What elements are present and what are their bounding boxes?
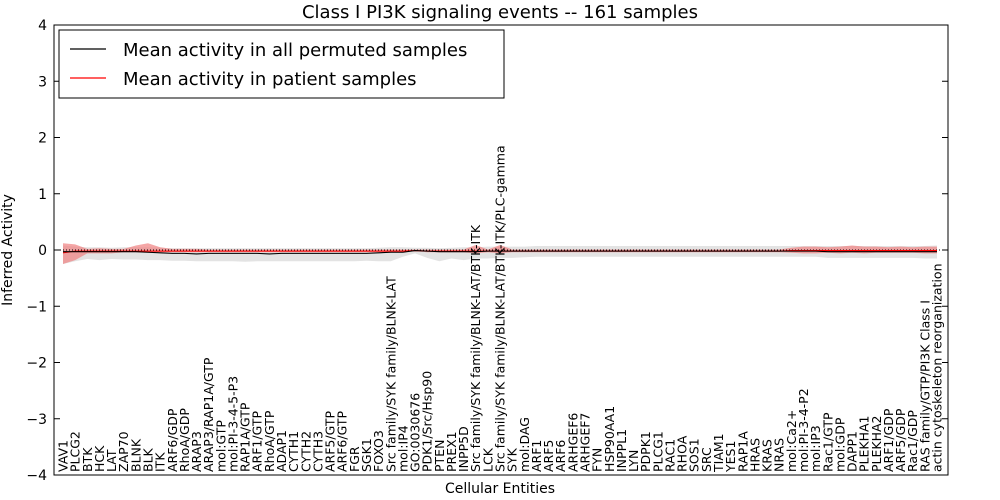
x-tick-label: ARF6 [553, 440, 568, 472]
x-tick-label: RAP1A [735, 431, 750, 472]
x-tick-label: ARF5/GDP [893, 408, 908, 472]
x-tick-label: mol:GTP [213, 420, 228, 472]
x-tick-label: PLEKHA1 [857, 415, 872, 472]
x-tick-label: BTK [80, 447, 95, 472]
y-tick-label: 1 [38, 187, 47, 203]
x-tick-label: mol:PI-3-4-5-P3 [225, 376, 240, 472]
legend-label-patient: Mean activity in patient samples [123, 69, 417, 90]
x-tick-label: ADAP1 [274, 430, 289, 472]
x-tick-label: mol:IP4 [395, 425, 410, 472]
y-tick-label: −1 [26, 299, 47, 315]
x-tick-label: VAV1 [56, 440, 71, 472]
band-patient [63, 243, 937, 265]
x-tick-label: ARF1/GTP [250, 411, 265, 472]
x-tick-label: CYTH3 [310, 431, 325, 472]
x-tick-label: mol:Ca2+ [784, 410, 799, 472]
x-tick-label: ARF6/GDP [165, 408, 180, 472]
x-tick-label: PLEKHA2 [869, 415, 884, 472]
x-tick-label: BLK [140, 447, 155, 472]
x-tick-label: CYTH1 [286, 431, 301, 472]
x-tick-label: mol:GDP [832, 417, 847, 472]
x-tick-label: mol:IP3 [808, 425, 823, 472]
x-tick-label: INPP5D [456, 426, 471, 472]
legend: Mean activity in all permuted samples Me… [58, 29, 505, 99]
x-tick-label: ZAP70 [116, 431, 131, 472]
x-tick-label: HSP90AA1 [602, 406, 617, 472]
x-tick-label: RHOA [675, 435, 690, 472]
x-tick-label: LYN [626, 450, 641, 472]
x-tick-label: FYN [590, 448, 605, 472]
x-tick-label: PTEN [432, 440, 447, 472]
x-tick-label: GO:0030676 [408, 393, 423, 472]
legend-box [58, 29, 505, 99]
x-tick-label: SRC [699, 447, 714, 472]
y-tick-label: −3 [26, 412, 47, 428]
x-tick-label: HCK [92, 445, 107, 472]
x-tick-label: mol:PI-3-4-P2 [796, 388, 811, 472]
y-tick-label: −2 [26, 356, 47, 372]
x-tick-labels: VAV1PLCG2BTKHCKLATZAP70BLNKBLKITKARF6/GD… [56, 145, 945, 473]
x-tick-label: BLNK [128, 438, 143, 472]
x-tick-label: ARHGEF7 [577, 413, 592, 472]
x-tick-label: Src family/SYK family/BLNK-LAT [383, 276, 398, 472]
y-tick-label: 3 [38, 74, 47, 90]
x-tick-label: ARHGEF6 [565, 413, 580, 472]
x-tick-label: Src family/SYK family/BLNK-LAT/BTK-ITK/P… [493, 145, 508, 472]
chart-title: Class I PI3K signaling events -- 161 sam… [302, 2, 698, 23]
y-axis-label: Inferred Activity [0, 194, 16, 306]
x-tick-label: RAS family/GTP/PI3K Class I [917, 300, 932, 472]
x-tick-label: PLCG1 [650, 431, 665, 472]
x-tick-label: ARAP3/RAP1A/GTP [201, 357, 216, 472]
x-tick-label: RhoA/GTP [262, 410, 277, 472]
x-tick-label: ARF5 [541, 440, 556, 472]
x-tick-label: PLCG2 [68, 431, 83, 472]
x-axis-label: Cellular Entities [445, 481, 555, 497]
x-tick-label: FOXO3 [371, 430, 386, 472]
x-tick-label: actin cytoskeleton reorganization [930, 263, 945, 472]
x-tick-label: RAC1 [662, 439, 677, 472]
x-tick-label: RAP1A/GTP [238, 402, 253, 472]
x-tick-label: PREX1 [444, 431, 459, 472]
x-tick-label: NRAS [772, 438, 787, 472]
legend-label-permuted: Mean activity in all permuted samples [123, 40, 467, 61]
plot-frame [53, 24, 949, 476]
x-tick-label: LCK [480, 447, 495, 472]
x-tick-label: KRAS [760, 439, 775, 472]
x-tick-label: ARF1 [529, 440, 544, 472]
x-tick-label: ARF5/GTP [323, 411, 338, 472]
x-tick-label: YES1 [723, 441, 738, 473]
x-tick-label: INPPL1 [614, 429, 629, 472]
x-tick-label: PDK1/Src/Hsp90 [420, 371, 435, 472]
series-lines [62, 250, 937, 255]
x-tick-label: FGR [347, 446, 362, 472]
x-tick-label: PDPK1 [638, 431, 653, 472]
x-tick-label: TIAM1 [711, 433, 726, 473]
x-tick-label: DAPP1 [845, 431, 860, 472]
x-tick-label: mol:DAG [517, 417, 532, 472]
x-tick-label: SGK1 [359, 438, 374, 472]
y-tick-label: 4 [38, 18, 47, 34]
x-tick-label: SOS1 [687, 438, 702, 472]
series-line-permuted [63, 250, 937, 255]
x-tick-label: ARAP3 [189, 431, 204, 472]
y-tick-label: 0 [38, 243, 47, 259]
x-tick-label: ITK [153, 452, 168, 472]
confidence-bands [63, 243, 937, 265]
x-tick-label: ARF1/GDP [881, 408, 896, 472]
x-tick-label: Rac1/GDP [905, 410, 920, 472]
x-tick-label: ARF6/GTP [335, 411, 350, 472]
x-tick-label: LAT [104, 449, 119, 472]
x-tick-label: CYTH2 [298, 431, 313, 472]
y-tick-label: 2 [38, 131, 47, 147]
x-tick-label: SYK [505, 447, 520, 472]
x-tick-label: Src family/SYK family/BLNK-LAT/BTK-ITK [468, 224, 483, 472]
x-tick-label: HRAS [747, 438, 762, 472]
x-tick-label: Rac1/GTP [820, 412, 835, 472]
y-tick-label: −4 [26, 468, 47, 484]
x-tick-label: RhoA/GDP [177, 408, 192, 472]
